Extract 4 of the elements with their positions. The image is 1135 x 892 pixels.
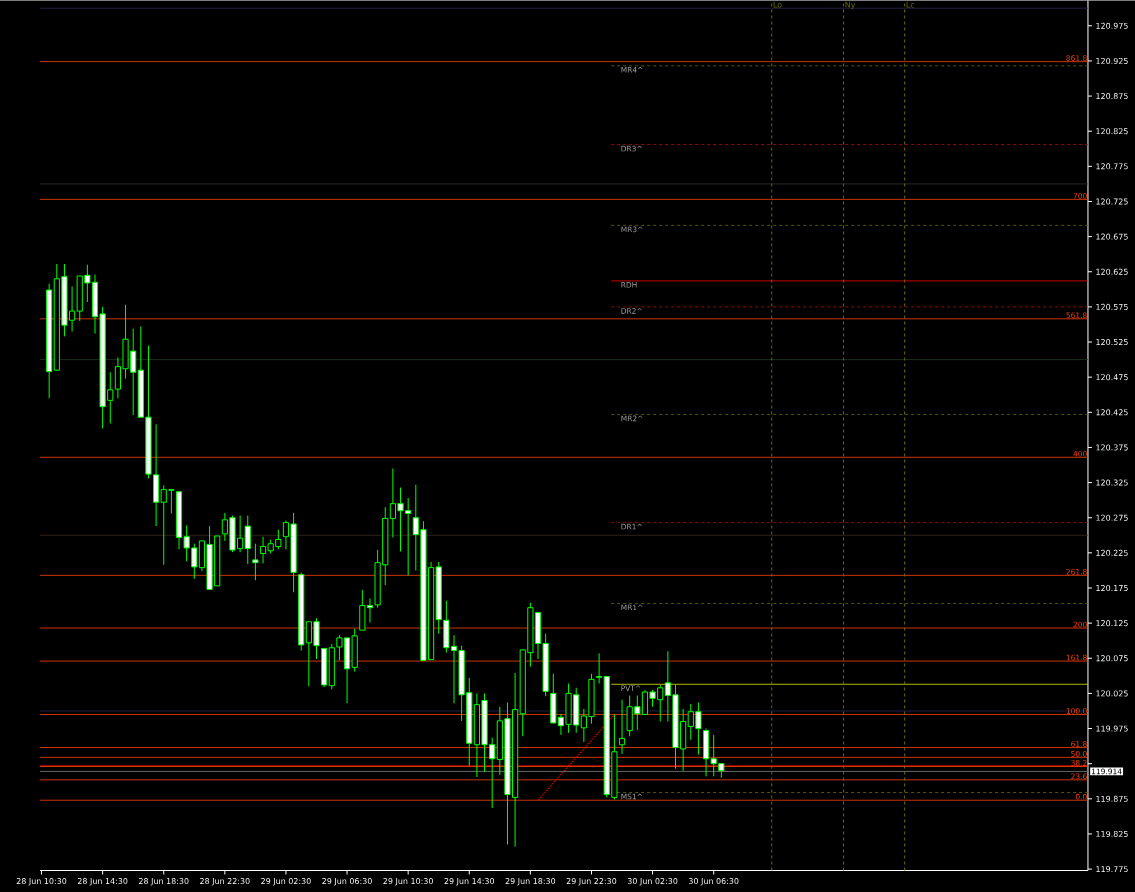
candlestick <box>252 542 259 581</box>
candlestick <box>244 514 251 565</box>
candlestick <box>596 652 603 684</box>
candlestick <box>618 698 626 755</box>
